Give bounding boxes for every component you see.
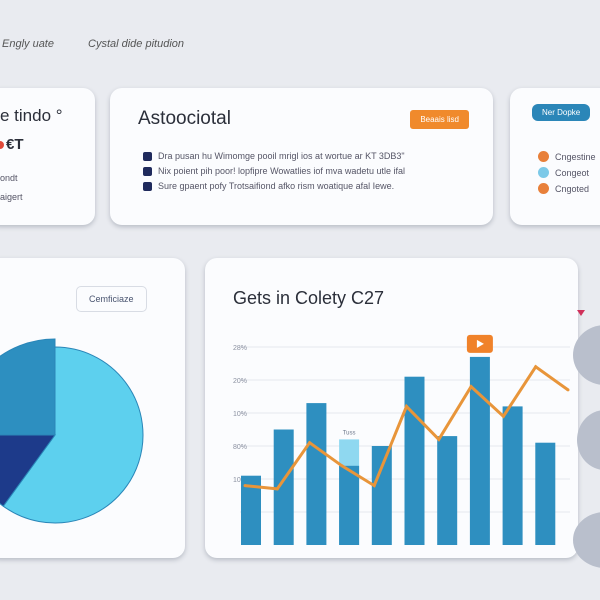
pie-card: Cemficiaze: [0, 258, 185, 558]
legend-item: Cngestine: [538, 151, 596, 162]
pie-slice[interactable]: [0, 434, 56, 507]
line-point[interactable]: [243, 484, 247, 488]
bullet-icon: [143, 151, 152, 161]
bar[interactable]: [469, 356, 490, 545]
list-item: Sure gpaent pofy Trotsaifiond afko rism …: [143, 181, 405, 191]
line-point[interactable]: [469, 385, 473, 389]
bar[interactable]: [502, 406, 523, 545]
status-badge[interactable]: Ner Dopke: [532, 104, 591, 121]
avatar-bubble: [573, 512, 600, 568]
legend-item: Cngoted: [538, 183, 596, 194]
card-value: €T: [6, 136, 24, 153]
legend-dot-icon: [538, 151, 549, 162]
side-bubbles: [573, 310, 600, 568]
line-point[interactable]: [405, 404, 408, 408]
bar[interactable]: [339, 465, 360, 545]
y-tick-label: 28%: [233, 345, 247, 352]
filter-button[interactable]: Cemficiaze: [76, 286, 147, 312]
chart-card: Gets in Colety C27 10% 80% 10% 20% 28% Tuss: [205, 258, 578, 558]
play-icon: [476, 339, 484, 348]
chart-title: Gets in Colety C27: [233, 288, 385, 308]
nav-item[interactable]: Cystal dide pitudion: [88, 38, 185, 50]
bar-line-chart: 10% 80% 10% 20% 28% Tuss: [233, 334, 570, 546]
y-tick-label: 80%: [233, 444, 247, 451]
pie-chart: [0, 338, 144, 524]
bullet-text: Sure gpaent pofy Trotsaifiond afko rism …: [158, 181, 395, 191]
bar[interactable]: [535, 442, 556, 545]
legend-dot-icon: [538, 183, 549, 194]
card-line: ondt: [0, 173, 18, 183]
bar[interactable]: [241, 475, 261, 545]
summary-card-left: e tindo ° €T ondt aigert: [0, 88, 95, 225]
legend-item: Congeot: [538, 167, 596, 178]
line-point[interactable]: [566, 388, 570, 392]
line-point[interactable]: [501, 414, 505, 418]
summary-card-middle: Astoociotal Beaais lisd Dra pusan hu Wim…: [110, 88, 493, 225]
y-tick-label: 20%: [233, 378, 247, 385]
line-point[interactable]: [275, 487, 279, 491]
bullet-text: Nix poient pih poor! lopfipre Wowatlies …: [158, 166, 405, 176]
legend-dot-icon: [538, 167, 549, 178]
bar[interactable]: [371, 446, 392, 545]
legend-label: Congeot: [555, 167, 590, 178]
line-point[interactable]: [308, 441, 312, 445]
list-item: Nix poient pih poor! lopfipre Wowatlies …: [143, 166, 405, 176]
card-title: Astoociotal: [138, 108, 231, 129]
bar[interactable]: [404, 376, 425, 545]
bullet-text: Dra pusan hu Wimomge pooil mrigl ios at …: [158, 151, 405, 161]
nav-item[interactable]: Engly uate: [2, 38, 54, 50]
bullet-icon: [143, 181, 152, 191]
bar[interactable]: [306, 403, 327, 545]
pie-slice[interactable]: [2, 346, 144, 524]
list-item: Dra pusan hu Wimomge pooil mrigl ios at …: [143, 151, 405, 161]
line-point[interactable]: [437, 437, 441, 441]
status-dot-icon: [0, 140, 4, 149]
bar-label: Tuss: [343, 430, 356, 436]
avatar-bubble: [573, 325, 600, 385]
line-point[interactable]: [340, 464, 344, 468]
bar[interactable]: [437, 436, 458, 545]
card-title: e tindo °: [0, 106, 63, 125]
y-tick-label: 10%: [233, 477, 247, 484]
status-badge[interactable]: Beaais lisd: [410, 110, 469, 129]
bullet-icon: [143, 166, 152, 176]
y-tick-label: 10%: [233, 411, 247, 418]
line-point[interactable]: [372, 484, 376, 488]
pie-slice[interactable]: [0, 338, 56, 436]
legend-label: Cngestine: [555, 151, 596, 162]
bar[interactable]: [273, 429, 294, 546]
card-line: aigert: [0, 192, 23, 202]
heart-icon: [577, 310, 585, 316]
summary-card-right: Ner Dopke Cngestine Congeot Cngoted: [510, 88, 600, 225]
line-point[interactable]: [534, 365, 538, 369]
avatar-bubble: [577, 410, 600, 470]
legend-label: Cngoted: [555, 183, 590, 194]
